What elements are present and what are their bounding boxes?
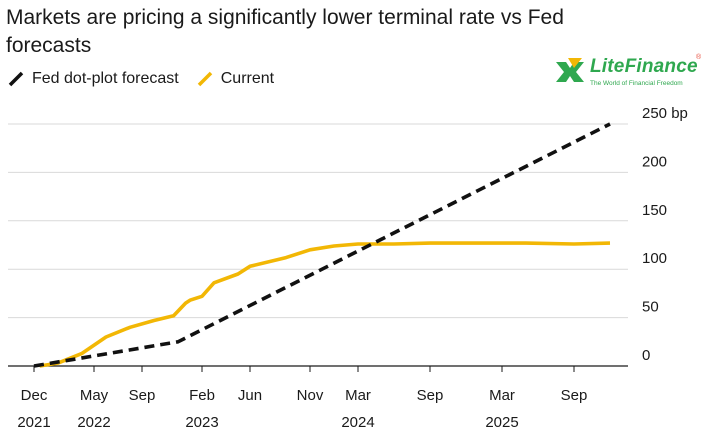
x-tick-year-label: 2024 <box>341 414 374 431</box>
chart-title: Markets are pricing a significantly lowe… <box>6 6 564 57</box>
logo-registered-mark: ® <box>696 54 702 61</box>
x-tick-label: Sep <box>129 387 156 404</box>
x-tick-label: Jun <box>238 387 262 404</box>
x-tick-year-label: 2021 <box>17 414 50 431</box>
logo-mark-icon <box>556 58 584 82</box>
series-line-current <box>39 241 611 368</box>
legend-swatch-dashed <box>8 71 24 87</box>
legend-item-fed: Fed dot-plot forecast <box>8 70 179 88</box>
y-tick-label: 50 <box>642 299 659 316</box>
legend-item-current: Current <box>197 70 274 88</box>
x-tick-year-label: 2022 <box>77 414 110 431</box>
legend-label-fed: Fed dot-plot forecast <box>32 70 179 87</box>
logo-tagline: The World of Financial Freedom <box>590 80 683 87</box>
x-tick-label: Mar <box>345 387 371 404</box>
logo-name: LiteFinance <box>590 56 698 77</box>
series-line-fed-dot-plot <box>33 122 611 368</box>
x-tick-label: Mar <box>489 387 515 404</box>
y-tick-label: 150 <box>642 202 667 219</box>
x-tick-label: May <box>80 387 109 404</box>
y-tick-label: 200 <box>642 153 667 170</box>
y-tick-label: 0 <box>642 347 650 364</box>
legend: Fed dot-plot forecast Current <box>8 70 292 88</box>
x-tick-label: Dec <box>21 387 48 404</box>
x-tick-label: Feb <box>189 387 215 404</box>
x-tick-label: Nov <box>297 387 324 404</box>
litefinance-logo: LiteFinance ® The World of Financial Fre… <box>552 50 712 96</box>
y-tick-label: 100 <box>642 250 667 267</box>
x-tick-label: Sep <box>561 387 588 404</box>
y-tick-label: 250 bp <box>642 105 688 122</box>
legend-label-current: Current <box>220 70 275 87</box>
x-tick-year-label: 2025 <box>485 414 518 431</box>
legend-swatch-solid <box>197 71 213 87</box>
x-tick-label: Sep <box>417 387 444 404</box>
x-tick-year-label: 2023 <box>185 414 218 431</box>
